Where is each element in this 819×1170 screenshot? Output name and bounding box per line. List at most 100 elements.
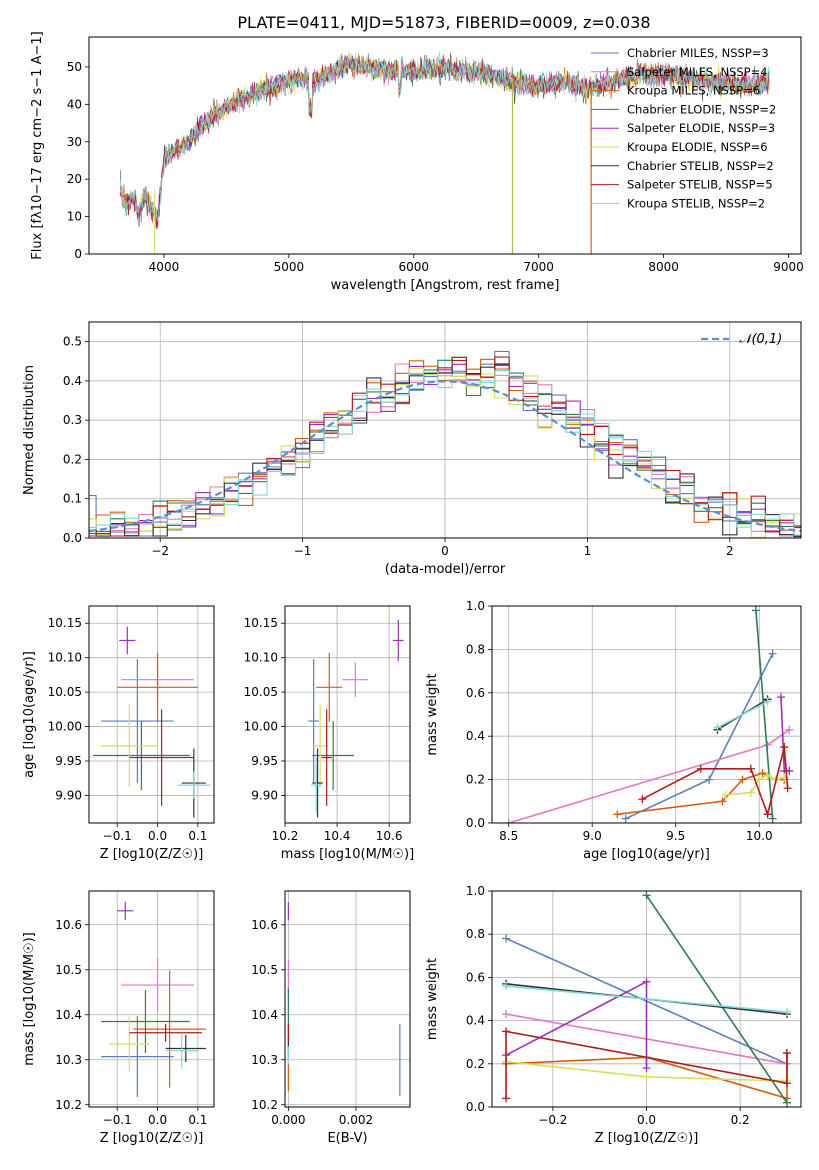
y-axis-label: Flux [fλ10−17 erg cm−2 s−1 A−1] [30,31,45,259]
weight-line [717,700,768,729]
x-axis-label: mass [log10(M/M☉)] [281,847,414,862]
panel-age_vs_mass: 10.2 10.4 10.6 9.90 9.95 10.00 10.05 10.10 10.15… [244,605,414,862]
x-tick-label: 1 [584,544,592,558]
x-tick-label: 0.1 [188,1113,207,1127]
weight-marker [502,982,511,991]
panel-residuals: −2 −1 0 1 2 0.0 0.1 0.2 0.3 0.4 0.5 (data-model)/er… [22,321,802,577]
x-tick-label: 9.0 [583,829,602,843]
y-tick-label: 0.2 [466,1057,485,1071]
x-tick-label: −2 [151,544,169,558]
x-tick-label: 6000 [398,260,429,274]
weight-marker [713,723,722,732]
weight-marker [621,814,630,823]
weight-marker [746,764,755,773]
weight-marker [642,1064,651,1073]
y-tick-label: 50 [67,60,82,74]
y-tick-label: 1.0 [466,599,485,613]
x-tick-label: 0.0 [148,829,167,843]
x-axis-label: Z [log10(Z/Z☉)] [595,1131,699,1146]
histogram-series [89,367,801,538]
y-tick-label: 10.00 [48,720,82,734]
axes-frame [284,605,411,824]
x-tick-label: 8.5 [499,829,518,843]
legend-entry: Chabrier STELIB, NSSP=2 [627,159,774,173]
panel-mass_vs_ebv: 0.000 0.002 10.2 10.3 10.4 10.5 10.6 E(B-V) [251,890,411,1146]
legend-entry: Salpeter ELODIE, NSSP=3 [627,121,775,135]
y-tick-label: 0.6 [466,686,485,700]
plot-area [89,350,801,538]
axes-frame [88,605,215,824]
x-tick-label: 10.4 [324,829,351,843]
weight-marker [642,977,651,986]
weight-marker [705,775,714,784]
y-tick-label: 10.2 [251,1098,278,1112]
axes-frame [491,890,802,1108]
weight-marker [502,934,511,943]
x-tick-label: 10.2 [272,829,299,843]
x-axis-label: E(B-V) [327,1131,367,1146]
y-tick-label: 9.95 [55,754,82,768]
weight-marker [755,775,764,784]
plot-area [93,626,210,818]
legend-entry: Kroupa ELODIE, NSSP=6 [627,140,768,154]
x-tick-label: 0.0 [637,1113,656,1127]
weight-marker [763,697,772,706]
x-tick-label: 0.2 [731,1113,750,1127]
weight-marker [502,1094,511,1103]
y-tick-label: 10.10 [48,651,82,665]
y-tick-label: 0.8 [466,642,485,656]
histogram-series [89,356,801,537]
y-tick-label: 0.8 [466,927,485,941]
weight-line [505,980,648,1069]
x-axis-label: (data-model)/error [385,562,506,577]
x-tick-label: 0.1 [188,829,207,843]
plot-area [119,51,770,254]
y-tick-label: 10.4 [55,1008,82,1022]
weight-marker [642,891,651,900]
y-tick-label: 40 [67,97,82,111]
weight-marker [783,784,792,793]
weight-marker [613,810,622,819]
y-axis-label: mass weight [425,673,440,755]
y-tick-label: 10.2 [55,1098,82,1112]
weight-marker [721,790,730,799]
x-tick-label: 7000 [523,260,554,274]
x-tick-label: 5000 [274,260,305,274]
weight-marker [782,1007,791,1016]
weight-marker [785,725,794,734]
panel-weight_vs_age: 8.5 9.0 9.5 10.0 0.0 0.2 0.4 0.6 0.8 1.0 age [log1… [425,599,802,862]
legend-entry: Chabrier MILES, NSSP=3 [627,46,769,60]
y-tick-label: 10.6 [55,918,82,932]
y-tick-label: 10.6 [251,918,278,932]
y-tick-label: 10.05 [48,685,82,699]
plot-area [504,606,794,823]
y-tick-label: 0.1 [63,492,82,506]
x-axis-label: Z [log10(Z/Z☉)] [100,847,204,862]
weight-marker [746,788,755,797]
x-tick-label: 9.5 [666,829,685,843]
plot-area [308,619,404,818]
y-tick-label: 0.0 [466,1100,485,1114]
y-tick-label: 10.5 [55,963,82,977]
x-axis-label: Z [log10(Z/Z☉)] [100,1131,204,1146]
y-tick-label: 0.4 [63,374,82,388]
weight-marker [718,797,727,806]
y-tick-label: 10.10 [244,651,278,665]
legend-entry: Kroupa STELIB, NSSP=2 [627,196,765,210]
weight-marker [782,1098,791,1107]
y-tick-label: 10.3 [55,1053,82,1067]
y-tick-label: 0.4 [466,1014,485,1028]
y-axis-label: Normed distribution [22,365,37,495]
legend-entry: 𝒩(0,1) [739,332,782,347]
legend-entry: Kroupa MILES, NSSP=6 [627,84,760,98]
weight-marker [502,1027,511,1036]
x-axis-label: wavelength [Angstrom, rest frame] [331,278,560,293]
x-tick-label: 0 [441,544,449,558]
weight-marker [638,795,647,804]
y-tick-label: 0.3 [63,413,82,427]
plot-area [502,891,791,1107]
y-tick-label: 30 [67,135,82,149]
y-axis-label: mass weight [425,958,440,1040]
axes-frame [88,321,802,539]
y-tick-label: 1.0 [466,884,485,898]
